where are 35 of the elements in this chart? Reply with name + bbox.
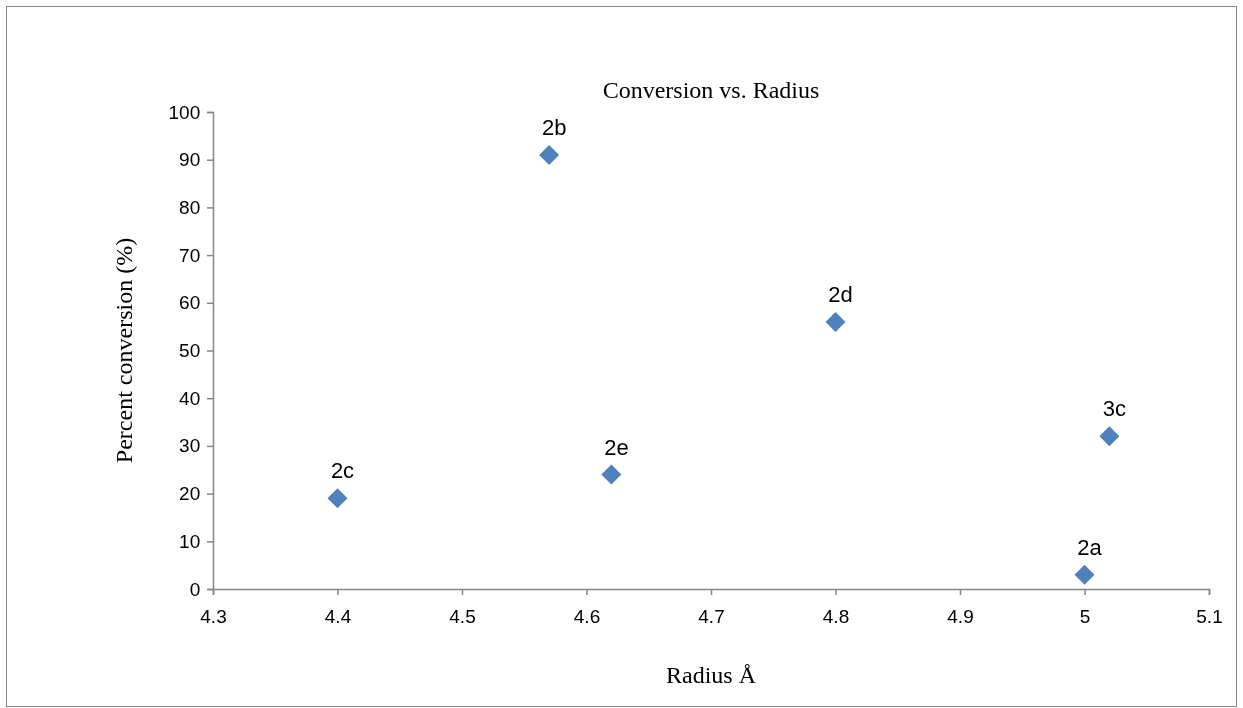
point bbox=[601, 464, 622, 485]
y-tick-label: 40 bbox=[179, 387, 201, 409]
x-tick-label: 4.6 bbox=[573, 605, 601, 627]
y-tick-label: 50 bbox=[179, 340, 201, 362]
y-tick-label: 70 bbox=[179, 244, 201, 266]
annotation: 2b bbox=[541, 114, 567, 140]
x-tick-label: 4.7 bbox=[698, 605, 725, 627]
y-tick-label: 0 bbox=[189, 578, 201, 600]
x-axis-title: Radius Å bbox=[666, 662, 757, 688]
annotation: 2d bbox=[828, 281, 853, 307]
chart-title: Conversion vs. Radius bbox=[602, 77, 820, 103]
point bbox=[327, 488, 348, 509]
annotation: 2c bbox=[330, 458, 355, 484]
x-tick-label: 4.5 bbox=[449, 605, 476, 627]
y-tick-label: 60 bbox=[179, 292, 201, 314]
point bbox=[825, 311, 846, 332]
annotation: 2e bbox=[604, 434, 629, 460]
x-tick-label: 4.9 bbox=[947, 605, 974, 627]
point bbox=[539, 144, 560, 165]
y-tick-label: 20 bbox=[179, 483, 201, 505]
point bbox=[1099, 426, 1120, 447]
y-tick-label: 10 bbox=[179, 530, 201, 552]
x-tick-label: 4.8 bbox=[822, 605, 850, 627]
x-tick-label: 4.4 bbox=[324, 605, 352, 627]
y-tick-label: 30 bbox=[179, 435, 201, 457]
x-tick-label: 5.1 bbox=[1196, 605, 1223, 627]
x-tick-label: 5 bbox=[1079, 605, 1091, 627]
y-axis-title: Percent conversion (%) bbox=[111, 237, 137, 464]
annotation: 3c bbox=[1102, 396, 1127, 422]
point bbox=[1074, 564, 1095, 585]
y-tick-label: 90 bbox=[179, 149, 201, 171]
x-tick-label: 4.3 bbox=[200, 605, 227, 627]
y-tick-label: 100 bbox=[168, 101, 201, 123]
y-tick-label: 80 bbox=[179, 196, 201, 218]
annotation: 2a bbox=[1077, 534, 1103, 560]
